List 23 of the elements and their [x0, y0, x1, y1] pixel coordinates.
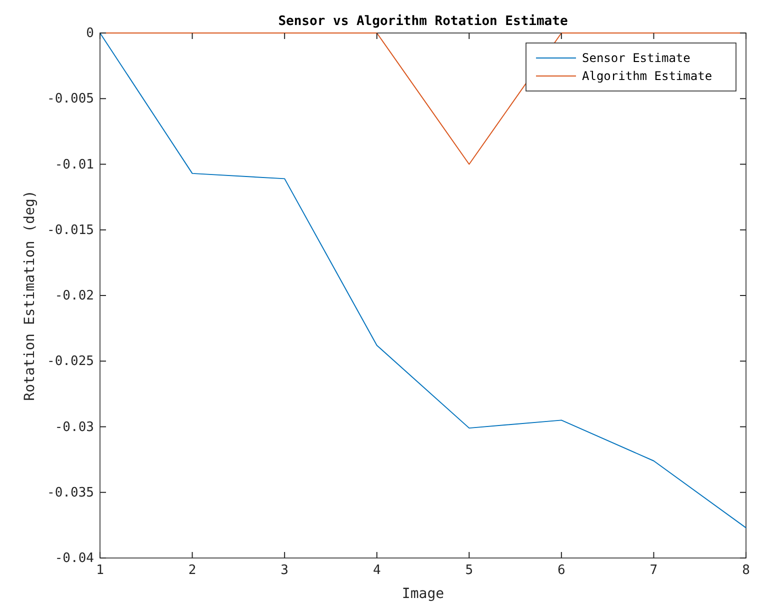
- legend-label: Sensor Estimate: [582, 51, 690, 65]
- x-axis-title: Image: [402, 586, 444, 602]
- y-tick-label: -0.025: [47, 354, 94, 370]
- x-tick-label: 6: [558, 563, 566, 578]
- y-tick-label: -0.01: [54, 157, 94, 172]
- y-axis-title: Rotation Estimation (deg): [22, 190, 38, 401]
- y-tick-label: -0.015: [47, 222, 94, 238]
- y-tick-label: -0.03: [54, 420, 94, 435]
- x-tick-label: 5: [465, 563, 474, 578]
- y-tick-label: -0.02: [54, 288, 94, 304]
- chart-title: Sensor vs Algorithm Rotation Estimate: [278, 14, 568, 29]
- x-tick-label: 1: [96, 563, 104, 578]
- x-tick-label: 3: [280, 563, 288, 578]
- x-tick-label: 7: [650, 563, 658, 578]
- x-tick-label: 4: [372, 563, 381, 578]
- line-series: [100, 32, 746, 528]
- y-tick-label: 0: [86, 26, 94, 41]
- x-tick-label: 8: [742, 563, 750, 578]
- y-tick-label: -0.04: [54, 551, 94, 566]
- x-tick-label: 2: [188, 563, 196, 578]
- legend-label: Algorithm Estimate: [582, 69, 712, 83]
- y-tick-label: -0.005: [47, 92, 94, 107]
- y-tick-label: -0.035: [47, 485, 94, 500]
